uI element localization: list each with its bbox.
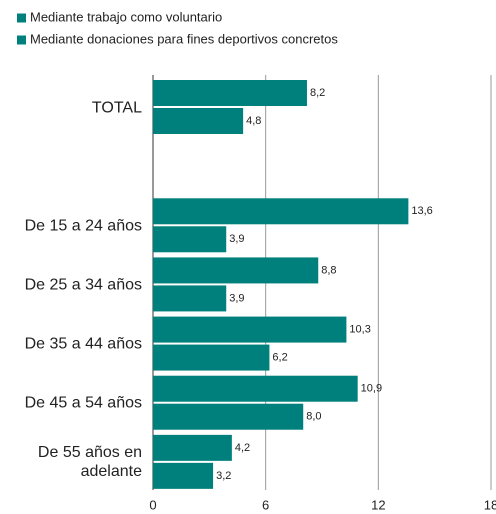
value-label: 3,2 <box>216 470 231 482</box>
x-tick-label: 0 <box>149 497 156 512</box>
bar <box>153 316 347 343</box>
y-tick-label: De 35 a 44 años <box>24 335 142 353</box>
legend-label: Mediante donaciones para fines deportivo… <box>30 31 338 46</box>
bar <box>153 257 319 284</box>
bar <box>153 375 358 402</box>
legend-label: Mediante trabajo como voluntario <box>30 9 222 24</box>
value-label: 8,2 <box>310 87 325 99</box>
bar <box>153 198 409 225</box>
bar <box>153 403 304 430</box>
bar <box>153 285 227 312</box>
value-label: 4,2 <box>235 442 250 454</box>
value-label: 3,9 <box>229 233 244 245</box>
y-tick-label: De 15 a 24 años <box>24 217 142 235</box>
value-label: 8,8 <box>321 264 336 276</box>
x-tick-label: 12 <box>371 497 385 512</box>
y-tick-label: TOTAL <box>91 99 142 117</box>
bar <box>153 80 307 106</box>
value-label: 8,0 <box>306 411 321 423</box>
y-tick-label: De 25 a 34 años <box>24 276 142 294</box>
y-tick-label: De 45 a 54 años <box>24 394 142 412</box>
legend-swatch <box>17 35 26 45</box>
bar <box>153 108 244 134</box>
value-label: 3,9 <box>229 292 244 304</box>
bar <box>153 344 270 371</box>
bar <box>153 462 214 489</box>
value-label: 10,3 <box>349 323 370 335</box>
value-label: 10,9 <box>361 383 382 395</box>
x-tick-label: 6 <box>262 497 269 512</box>
y-tick-label: De 55 años en adelante <box>37 444 142 481</box>
legend-swatch <box>17 13 26 23</box>
value-label: 13,6 <box>411 205 432 217</box>
bar <box>153 226 227 253</box>
value-label: 6,2 <box>272 351 287 363</box>
value-label: 4,8 <box>246 115 261 127</box>
bar <box>153 434 232 461</box>
x-tick-label: 18 <box>484 497 496 512</box>
